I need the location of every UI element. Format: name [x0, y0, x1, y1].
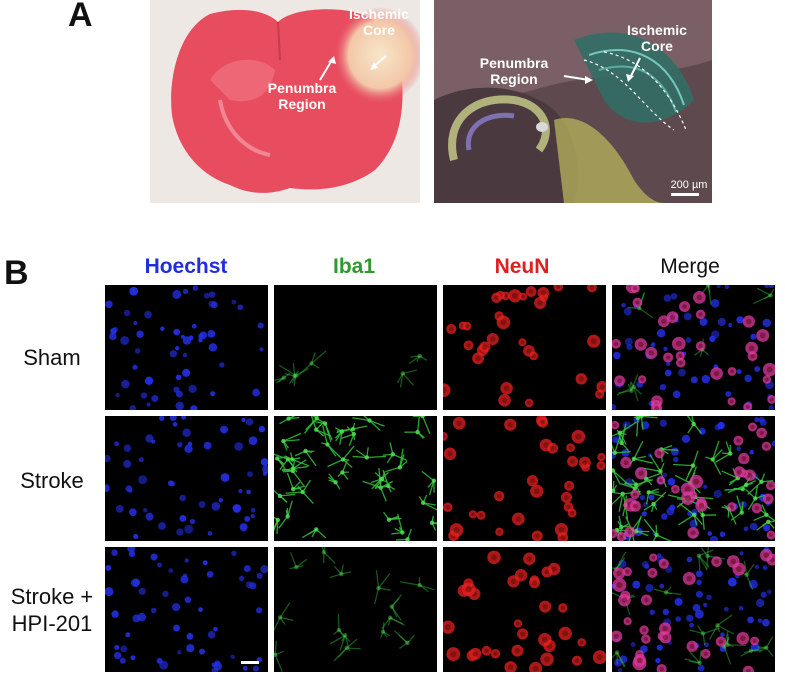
scale-bar-label: 200 µm	[670, 179, 708, 191]
micrograph-sham-neun	[443, 285, 606, 410]
micrograph-scale-bar	[241, 661, 259, 664]
micrograph-sham-hoechst	[105, 285, 268, 410]
micrograph-stroke-hpi201-iba1	[274, 547, 437, 672]
column-header-merge: Merge	[660, 255, 720, 278]
micrograph-stroke-hoechst	[105, 416, 268, 541]
micrograph-stroke-merge	[612, 416, 775, 541]
panel-a-letter: A	[68, 0, 93, 34]
ttc-core-label: Ischemic Core	[349, 6, 409, 38]
micrograph-sham-iba1	[274, 285, 437, 410]
micrograph-stroke-hpi201-neun	[443, 547, 606, 672]
row-label-stroke-hpi201: Stroke + HPI-201	[10, 584, 94, 636]
ttc-brain-image	[150, 0, 420, 203]
ttc-arrows	[319, 55, 387, 81]
ttc-penumbra-label: Penumbra Region	[267, 80, 337, 112]
row-label-sham: Sham	[23, 345, 81, 370]
micrograph-stroke-iba1	[274, 416, 437, 541]
column-header-neun: NeuN	[494, 255, 550, 278]
fluor-core-label: Ischemic Core	[627, 22, 687, 54]
micrograph-stroke-neun	[443, 416, 606, 541]
row-label-stroke: Stroke	[20, 468, 84, 493]
micrograph-grid	[105, 285, 775, 672]
micrograph-stroke-hpi201-merge	[612, 547, 775, 672]
micrograph-stroke-hpi201-hoechst	[105, 547, 268, 672]
micrograph-sham-merge	[612, 285, 775, 410]
fluor-arrows	[563, 57, 641, 84]
fluor-penumbra-label: Penumbra Region	[479, 55, 549, 87]
column-header-iba1: Iba1	[332, 255, 376, 278]
panel-b-letter: B	[4, 254, 29, 292]
column-header-hoechst: Hoechst	[144, 255, 228, 278]
fluorescent-hippocampus-image	[434, 0, 712, 203]
